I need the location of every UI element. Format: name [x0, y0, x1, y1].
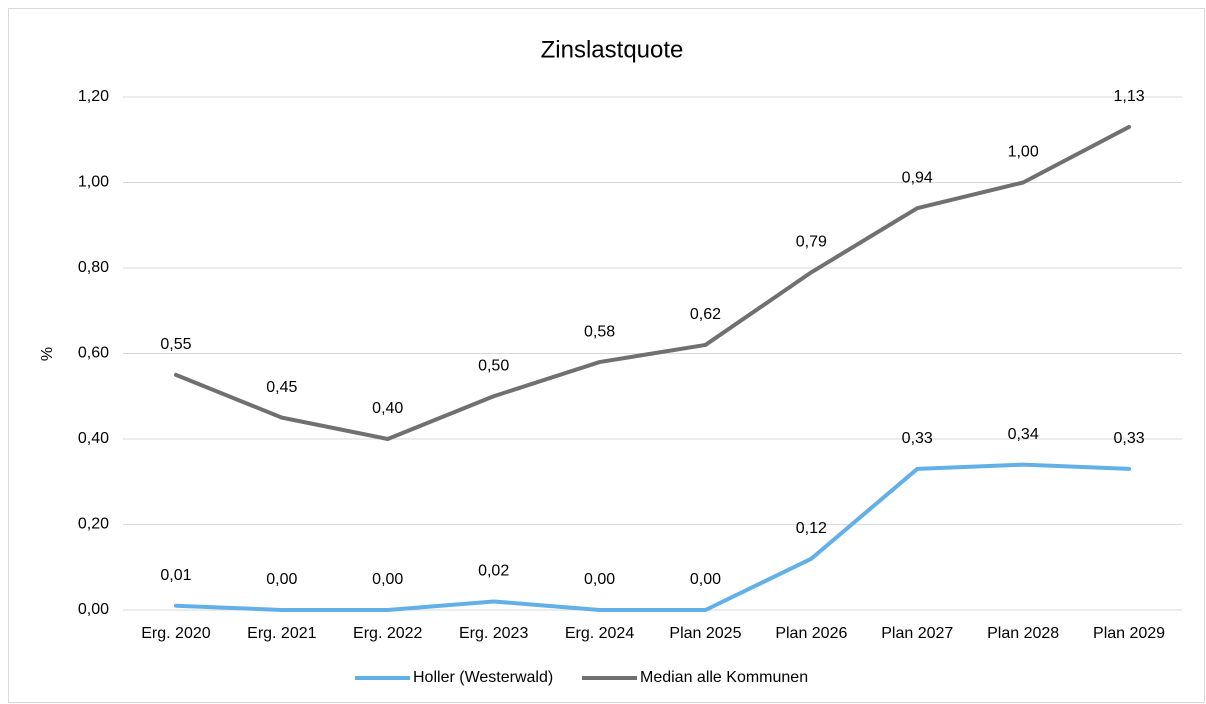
- data-label: 1,00: [1008, 144, 1039, 161]
- series-line: [173, 462, 1132, 612]
- data-label: 0,40: [372, 400, 403, 417]
- x-tick-label: Plan 2026: [775, 625, 847, 642]
- data-label: 0,50: [478, 357, 509, 374]
- legend-label: Holler (Westerwald): [413, 669, 553, 686]
- y-tick-label: 1,00: [78, 174, 109, 191]
- data-label: 0,00: [584, 571, 615, 588]
- data-label: 0,12: [796, 520, 827, 537]
- x-tick-label: Plan 2029: [1093, 625, 1165, 642]
- data-label: 0,33: [902, 430, 933, 447]
- y-axis-label: %: [39, 347, 56, 361]
- data-label: 0,58: [584, 323, 615, 340]
- y-tick-label: 0,60: [78, 345, 109, 362]
- y-tick-label: 0,00: [78, 601, 109, 618]
- series-line: [173, 124, 1132, 441]
- data-label: 0,79: [796, 233, 827, 250]
- y-tick-label: 0,20: [78, 516, 109, 533]
- y-tick-label: 0,80: [78, 259, 109, 276]
- data-label: 1,13: [1113, 88, 1144, 105]
- chart-frame: [8, 8, 1205, 703]
- x-tick-label: Erg. 2023: [459, 625, 528, 642]
- data-label: 0,00: [266, 571, 297, 588]
- x-tick-label: Erg. 2021: [247, 625, 316, 642]
- data-label: 0,33: [1113, 430, 1144, 447]
- data-label: 0,55: [160, 336, 191, 353]
- data-label: 0,62: [690, 306, 721, 323]
- data-label: 0,34: [1008, 426, 1039, 443]
- x-tick-label: Plan 2025: [669, 625, 741, 642]
- data-label: 0,45: [266, 379, 297, 396]
- data-label: 0,02: [478, 563, 509, 580]
- x-tick-label: Plan 2027: [881, 625, 953, 642]
- data-label: 0,00: [372, 571, 403, 588]
- data-label: 0,01: [160, 567, 191, 584]
- chart-title: Zinslastquote: [541, 36, 684, 63]
- y-tick-label: 1,20: [78, 88, 109, 105]
- data-label: 0,94: [902, 169, 933, 186]
- x-tick-label: Erg. 2020: [141, 625, 210, 642]
- x-tick-label: Erg. 2024: [565, 625, 634, 642]
- legend-label: Median alle Kommunen: [640, 669, 808, 686]
- x-tick-label: Plan 2028: [987, 625, 1059, 642]
- data-label: 0,00: [690, 571, 721, 588]
- y-tick-label: 0,40: [78, 430, 109, 447]
- x-tick-label: Erg. 2022: [353, 625, 422, 642]
